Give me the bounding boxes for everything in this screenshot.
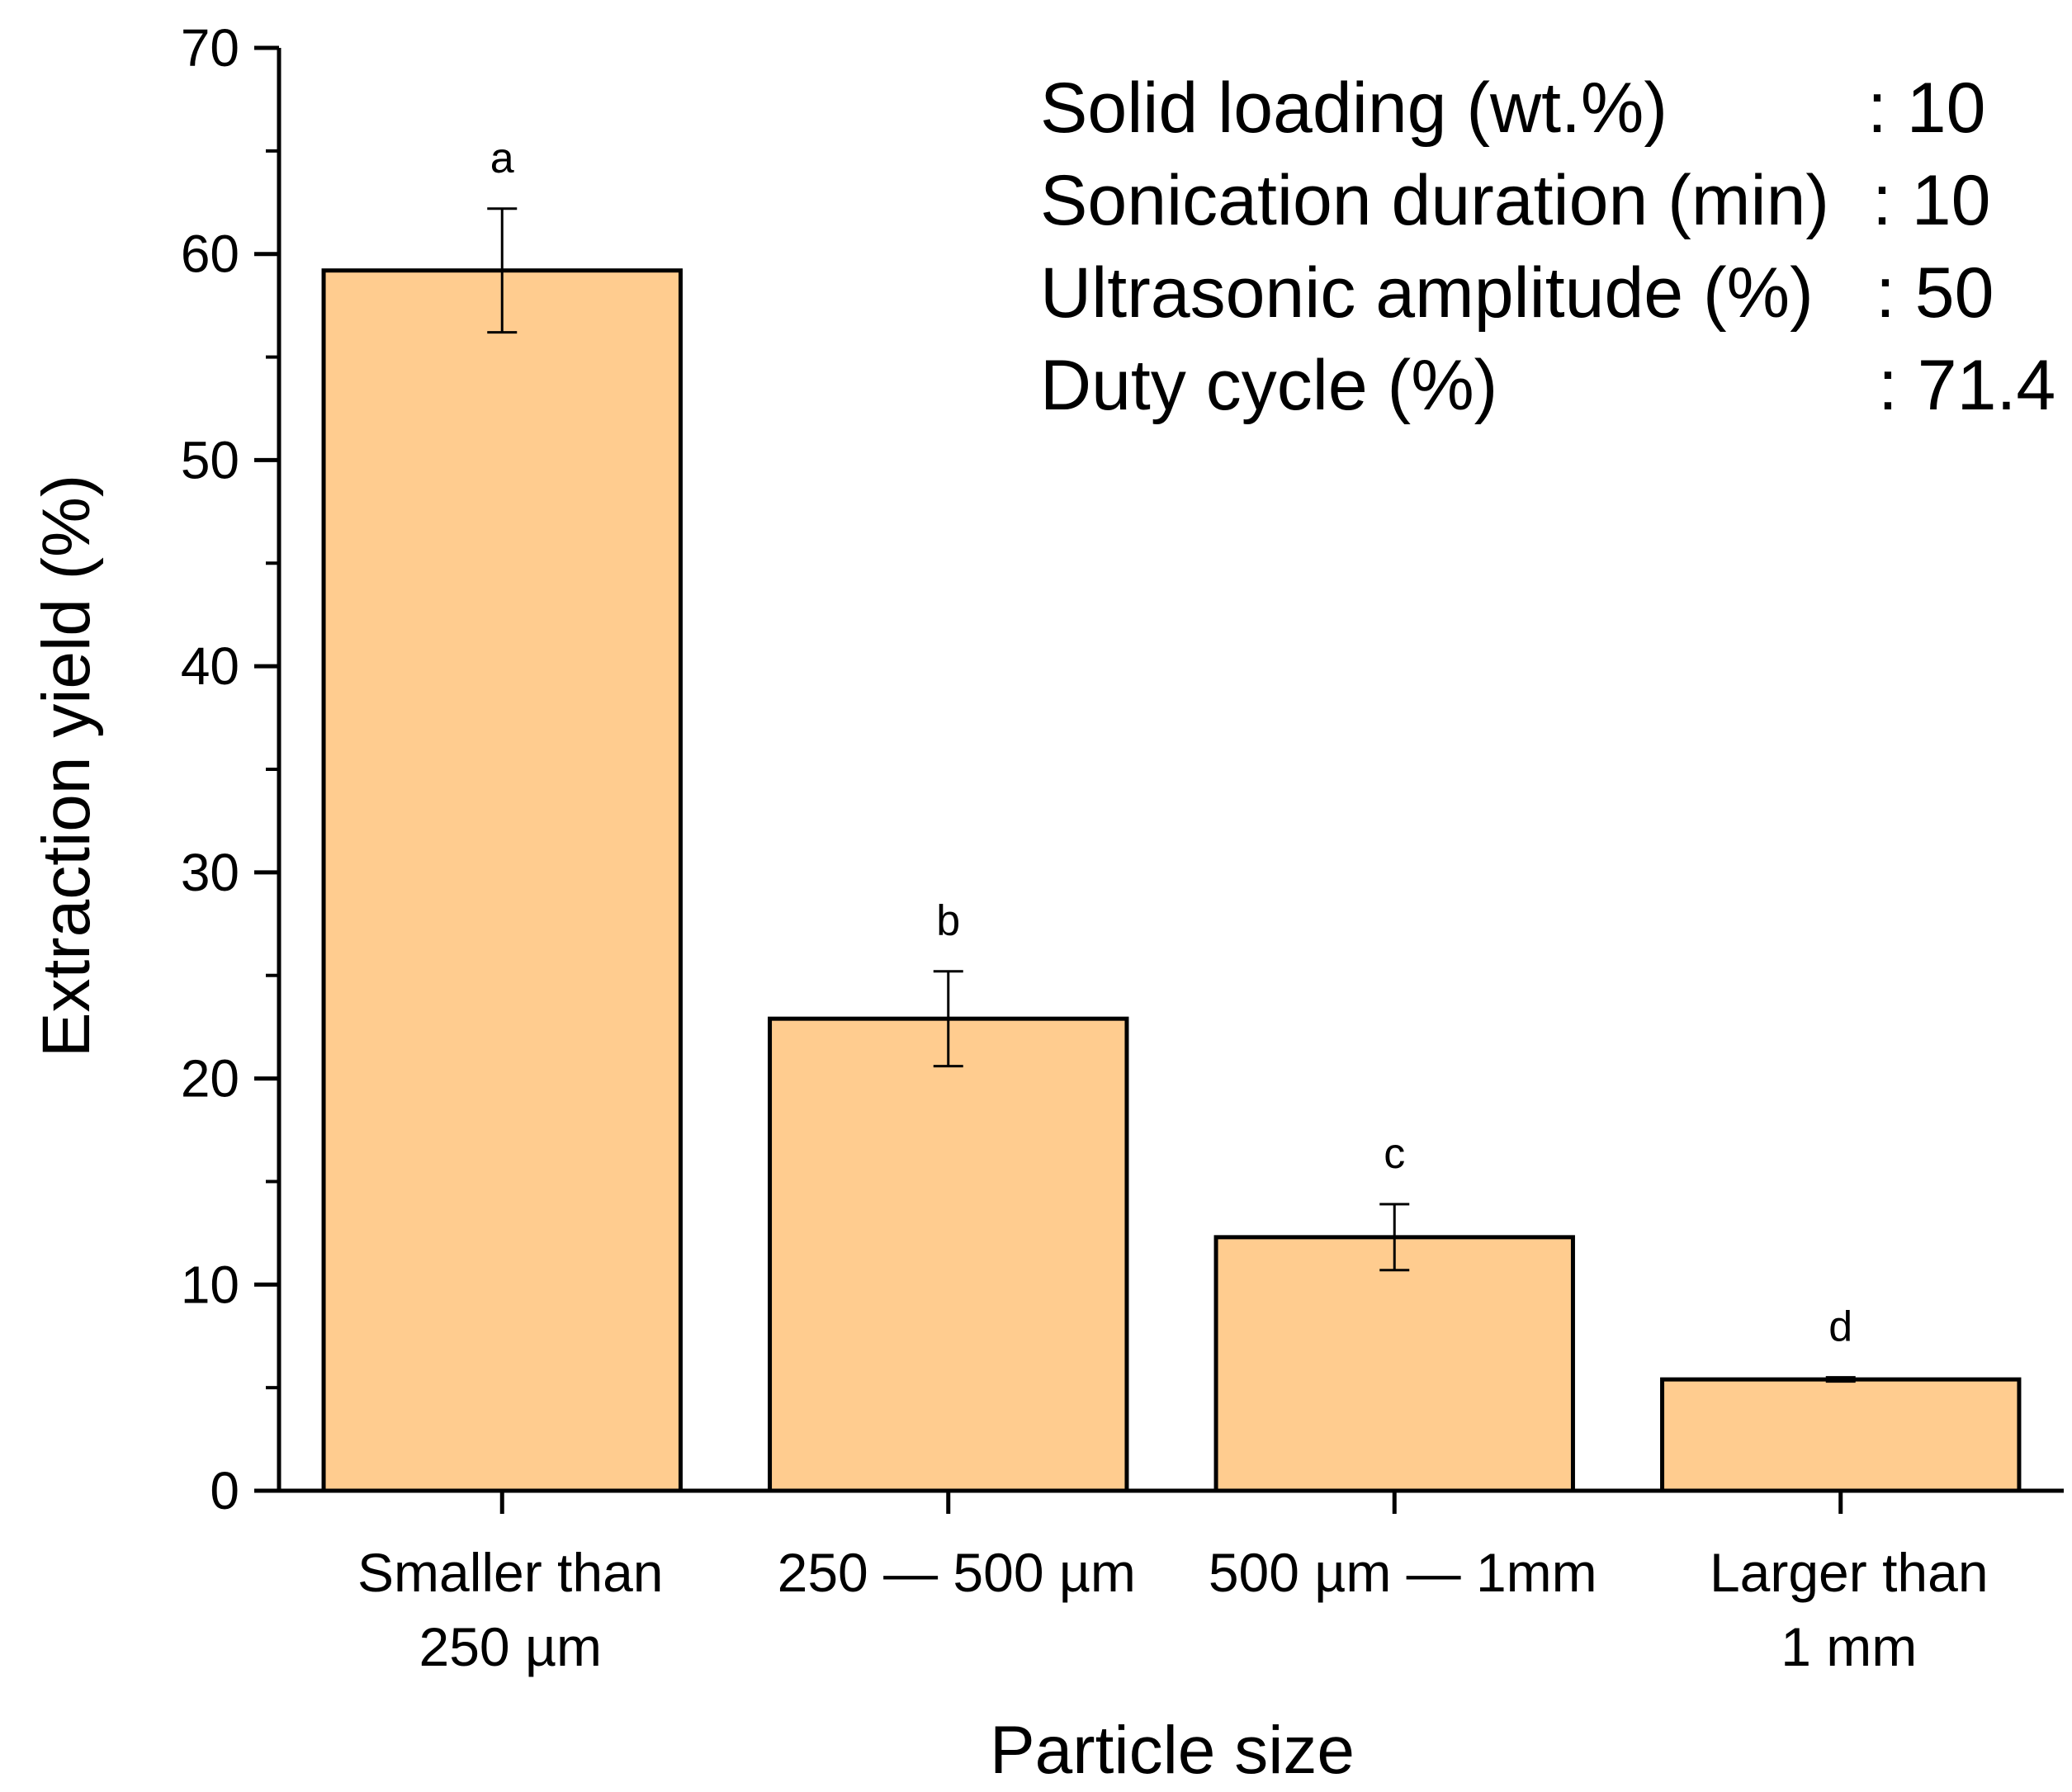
y-tick-label: 60 <box>181 225 239 284</box>
condition-value: : 10 <box>1872 161 1990 240</box>
y-tick-label: 40 <box>181 636 239 696</box>
significance-letter: b <box>936 897 960 945</box>
x-tick-label-line: Larger than <box>1710 1542 1989 1603</box>
x-tick-label: Smaller than 250 µm <box>357 1542 664 1677</box>
condition-value: : 50 <box>1876 253 1994 333</box>
x-tick-label-line: 500 µm — 1mm <box>1209 1542 1597 1603</box>
y-tick-label: 70 <box>181 18 239 78</box>
x-axis: Smaller than 250 µm 250 — 500 µm 500 µm — 1… <box>279 1488 2064 1677</box>
x-tick-label-line: 250 — 500 µm <box>778 1542 1136 1603</box>
significance-letter: d <box>1828 1303 1852 1351</box>
x-tick-label: 500 µm — 1mm <box>1209 1542 1597 1603</box>
y-tick-label: 20 <box>181 1049 239 1109</box>
x-tick-label: Larger than 1 mm <box>1710 1542 1989 1677</box>
bar <box>1660 1377 2022 1493</box>
bar <box>321 268 683 1493</box>
y-tick-label: 30 <box>181 843 239 902</box>
x-tick-label-line: Smaller than <box>357 1542 664 1603</box>
x-tick-label-line: 250 µm <box>419 1616 602 1677</box>
bars: a b c d <box>321 135 2022 1493</box>
condition-label: Ultrasonic amplitude (%) <box>1040 253 1814 333</box>
y-tick-label: 0 <box>210 1461 239 1520</box>
condition-label: Duty cycle (%) <box>1040 346 1497 425</box>
bar <box>768 1016 1129 1493</box>
condition-value: : 71.4 <box>1878 346 2055 425</box>
x-tick-label-line: 1 mm <box>1781 1616 1917 1677</box>
conditions-annotation: Solid loading (wt.%) : 10 Sonication durat… <box>1040 69 2055 425</box>
condition-label: Solid loading (wt.%) <box>1040 69 1668 148</box>
x-tick-label: 250 — 500 µm <box>778 1542 1136 1603</box>
x-axis-title: Particle size <box>990 1713 1355 1788</box>
condition-label: Sonication duration (min) <box>1040 161 1829 240</box>
bar <box>1213 1235 1575 1493</box>
y-axis-title: Extraction yield (%) <box>29 475 104 1057</box>
y-tick-label: 10 <box>181 1255 239 1314</box>
significance-letter: a <box>490 135 514 182</box>
y-tick-label: 50 <box>181 430 239 489</box>
condition-value: : 10 <box>1867 69 1985 148</box>
y-axis: 0 10 20 30 40 50 60 70 <box>181 18 281 1520</box>
significance-letter: c <box>1384 1130 1405 1178</box>
